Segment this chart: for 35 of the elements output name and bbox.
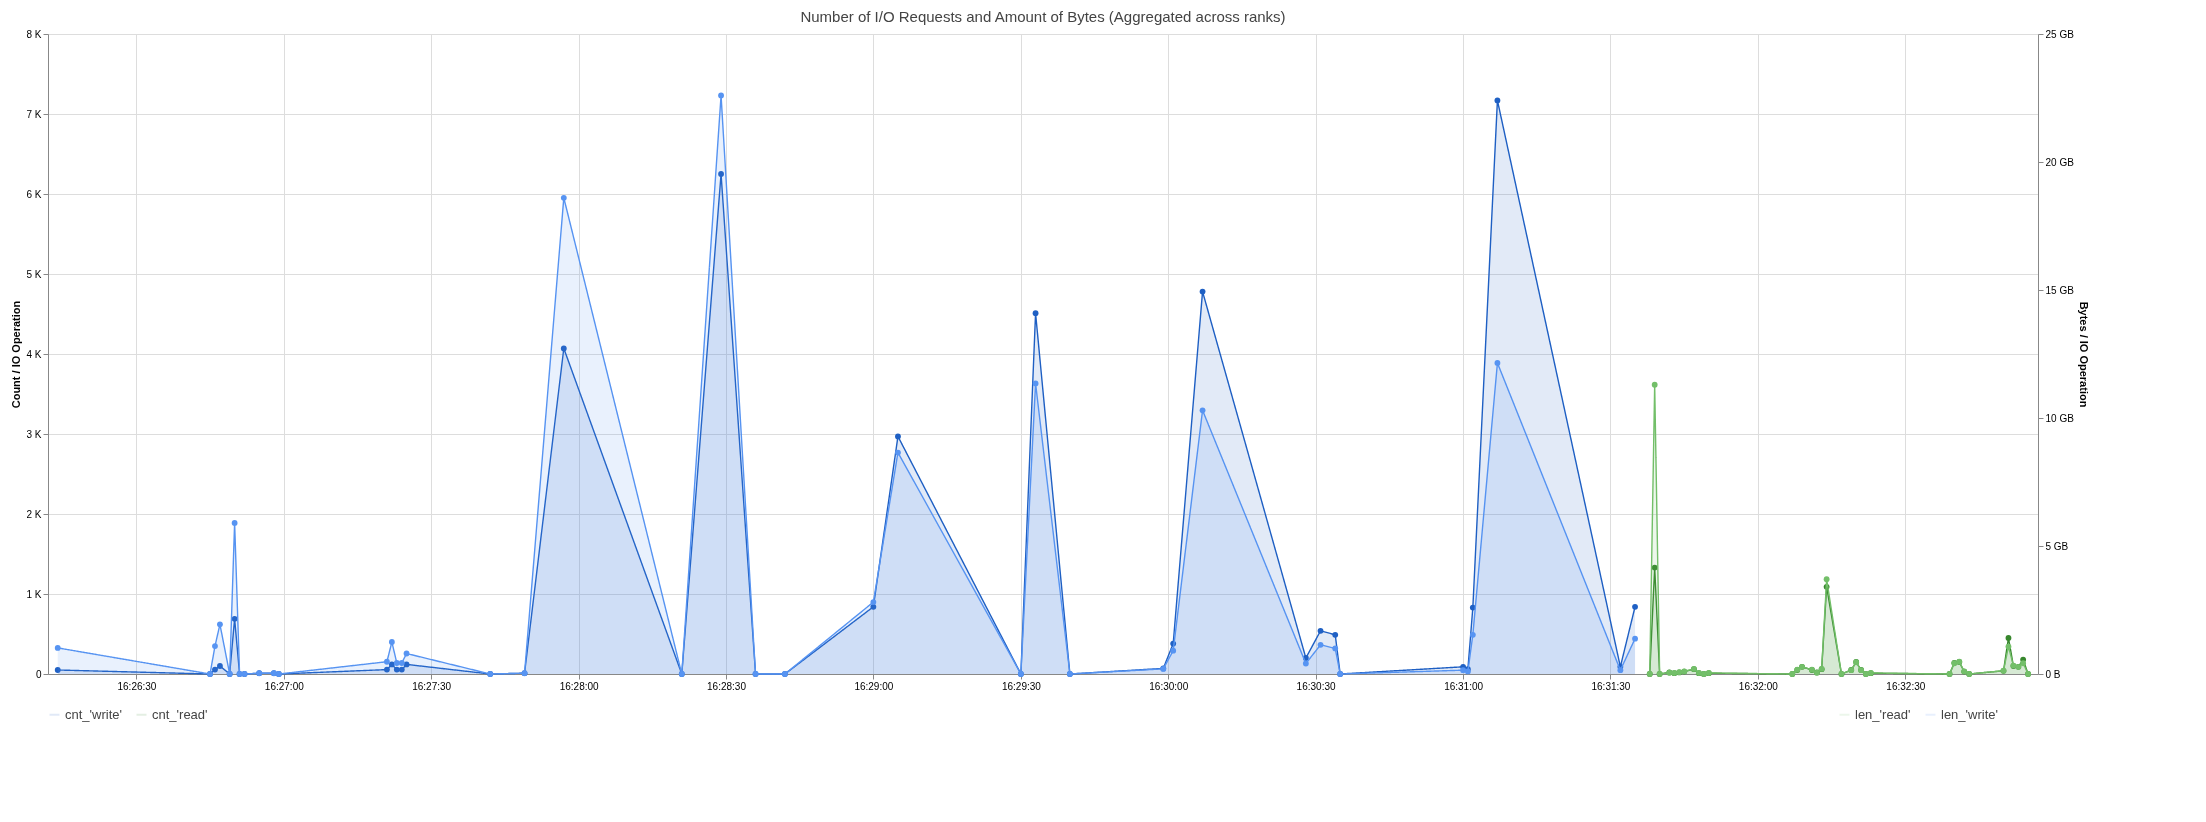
chart-title: Number of I/O Requests and Amount of Bytes (Aggregated across ranks) [800,8,1286,25]
x-tick-label: 16:30:30 [1296,680,1336,692]
y-tick-label: 1 K [26,588,42,600]
legend-label: len_'write' [1941,706,1998,722]
x-tick-label: 16:29:00 [854,680,894,692]
legend-label: cnt_'read' [152,706,208,722]
y-tick-label: 8 K [26,28,42,40]
y2-tick-label: 25 GB [2045,28,2075,40]
y-tick-label: 5 K [26,268,42,280]
x-tick-label: 16:32:30 [1886,680,1926,692]
y2-tick-label: 0 B [2045,668,2061,680]
x-tick-label: 16:28:00 [559,680,600,692]
y2-tick-label: 5 GB [2045,540,2069,552]
x-tick-label: 16:26:30 [117,680,157,692]
y2-tick-label: 20 GB [2045,156,2075,168]
y2-axis-title: Bytes / IO Operation [2077,301,2090,408]
legend-label: len_'read' [1855,706,1911,722]
x-tick-label: 16:32:00 [1738,680,1779,692]
x-tick-label: 16:27:00 [264,680,305,692]
y2-tick-label: 10 GB [2045,412,2075,424]
x-tick-label: 16:29:30 [1001,680,1042,692]
y-tick-label: 3 K [26,428,42,440]
y-tick-label: 4 K [26,348,42,360]
y-tick-label: 7 K [26,108,42,120]
y2-tick-label: 15 GB [2045,284,2075,296]
x-tick-label: 16:27:30 [412,680,452,692]
x-tick-label: 16:28:30 [707,680,747,692]
x-tick-label: 16:31:00 [1444,680,1484,692]
y-tick-label: 2 K [26,508,42,520]
x-tick-label: 16:30:00 [1149,680,1189,692]
x-tick-label: 16:31:30 [1591,680,1631,692]
y-tick-label: 0 [35,668,42,680]
y-tick-label: 6 K [26,188,42,200]
legend-label: cnt_'write' [65,706,122,722]
y-axis-title: Count / IO Operation [10,300,23,409]
